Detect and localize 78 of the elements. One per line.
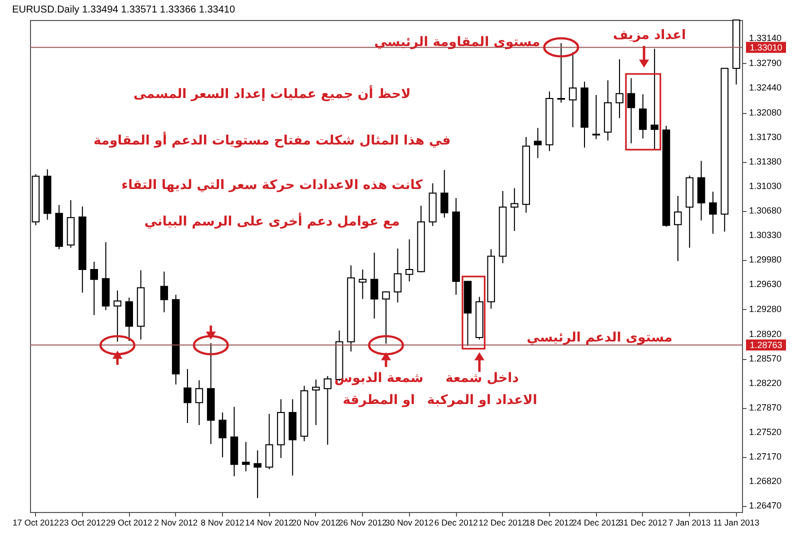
y-tick-label: 1.26470 bbox=[749, 500, 782, 511]
x-tick-label: 8 Nov 2012 bbox=[200, 518, 245, 528]
candlestick bbox=[218, 412, 226, 458]
x-tick-label: 31 Dec 2012 bbox=[618, 518, 668, 528]
x-tick-label: 30 Nov 2012 bbox=[385, 518, 434, 528]
x-tick-label: 7 Jan 2013 bbox=[668, 518, 711, 528]
candlestick bbox=[114, 290, 122, 342]
x-tick-label: 24 Dec 2012 bbox=[572, 518, 621, 528]
annotation: مع عوامل دعم أخرى على الرسم البياني bbox=[144, 212, 400, 230]
annotation: مستوى المقاومة الرئيسي bbox=[374, 35, 540, 50]
candlestick bbox=[370, 252, 378, 320]
candlestick bbox=[405, 238, 414, 282]
annotation: شمعة الدبوس bbox=[334, 371, 424, 386]
x-tick-label: 12 Dec 2012 bbox=[478, 518, 528, 528]
candlestick bbox=[160, 271, 168, 313]
candlestick bbox=[254, 450, 262, 498]
candlestick bbox=[616, 58, 624, 119]
y-tick-label: 1.27870 bbox=[749, 402, 782, 413]
ref-line-label: 1.33010 bbox=[750, 42, 782, 52]
candlestick bbox=[242, 441, 250, 472]
y-tick-label: 1.29280 bbox=[749, 304, 782, 314]
candlestick bbox=[557, 42, 566, 104]
annotation: داخل شمعة bbox=[445, 371, 520, 386]
x-tick-label: 26 Nov 2012 bbox=[338, 518, 388, 528]
candlestick bbox=[709, 191, 717, 234]
x-tick-label: 6 Dec 2012 bbox=[434, 518, 478, 528]
y-tick-label: 1.30680 bbox=[749, 206, 782, 216]
x-tick-label: 29 Oct 2012 bbox=[106, 518, 153, 528]
y-tick-label: 1.33140 bbox=[749, 33, 782, 44]
candlestick bbox=[674, 195, 682, 262]
candlestick bbox=[184, 368, 192, 424]
y-tick-label: 1.31380 bbox=[749, 156, 782, 167]
candlestick bbox=[592, 94, 600, 140]
x-tick-label: 11 Jan 2013 bbox=[713, 518, 760, 528]
y-tick-label: 1.26820 bbox=[749, 476, 782, 486]
y-tick-label: 1.32440 bbox=[749, 82, 782, 92]
annotation: لاحظ أن جميع عمليات إعداد السعر المسمى bbox=[133, 84, 411, 102]
y-tick-label: 1.31730 bbox=[749, 132, 782, 142]
x-tick-label: 17 Oct 2012 bbox=[12, 518, 60, 528]
annotation: الاعداد او المركبة bbox=[427, 392, 538, 408]
candlestick bbox=[534, 127, 542, 159]
y-tick-label: 1.27170 bbox=[749, 452, 782, 462]
y-tick-label: 1.28920 bbox=[749, 328, 782, 339]
annotation: اعداد مزيف bbox=[612, 28, 686, 43]
candlestick bbox=[627, 78, 636, 144]
candlestick bbox=[324, 376, 332, 446]
y-tick-label: 1.28220 bbox=[749, 378, 782, 388]
candlestick bbox=[440, 169, 448, 218]
candlestick bbox=[312, 379, 320, 426]
candlestick bbox=[265, 413, 274, 470]
y-tick-label: 1.31030 bbox=[749, 181, 782, 192]
y-tick-label: 1.32080 bbox=[749, 108, 782, 118]
candlestick bbox=[394, 248, 402, 303]
x-tick-label: 20 Nov 2012 bbox=[292, 518, 340, 528]
candlestick bbox=[568, 52, 577, 128]
ref-line-label: 1.28763 bbox=[750, 340, 782, 350]
y-tick-label: 1.28570 bbox=[749, 354, 782, 364]
x-tick-label: 14 Nov 2012 bbox=[245, 518, 294, 528]
annotation: او المطرقة bbox=[342, 392, 416, 408]
candlestick bbox=[358, 269, 367, 300]
y-tick-label: 1.30330 bbox=[749, 230, 782, 240]
y-tick-label: 1.27520 bbox=[749, 427, 782, 438]
x-tick-label: 18 Dec 2012 bbox=[525, 518, 574, 528]
candlestick bbox=[638, 94, 647, 139]
y-tick-label: 1.32790 bbox=[749, 58, 782, 68]
candlestick bbox=[382, 290, 390, 344]
x-tick-label: 23 Oct 2012 bbox=[59, 518, 106, 528]
y-tick-label: 1.29980 bbox=[749, 254, 782, 265]
candlestick bbox=[510, 188, 518, 232]
candlestick bbox=[650, 48, 658, 150]
annotation: كانت هذه الاعدادات حركة سعر التي لديها التقاء bbox=[121, 178, 424, 193]
y-tick-label: 1.29630 bbox=[749, 279, 782, 290]
chart-title: EURUSD.Daily 1.33494 1.33571 1.33366 1.33410 bbox=[12, 4, 236, 16]
annotation: في هذا المثال شكلت مفتاح مستويات الدعم أو المقاومة bbox=[94, 132, 451, 149]
candlestick bbox=[90, 261, 98, 316]
x-tick-label: 2 Nov 2012 bbox=[154, 518, 198, 528]
annotation: مستوى الدعم الرئيسي bbox=[526, 330, 672, 346]
candlestick bbox=[195, 380, 204, 426]
